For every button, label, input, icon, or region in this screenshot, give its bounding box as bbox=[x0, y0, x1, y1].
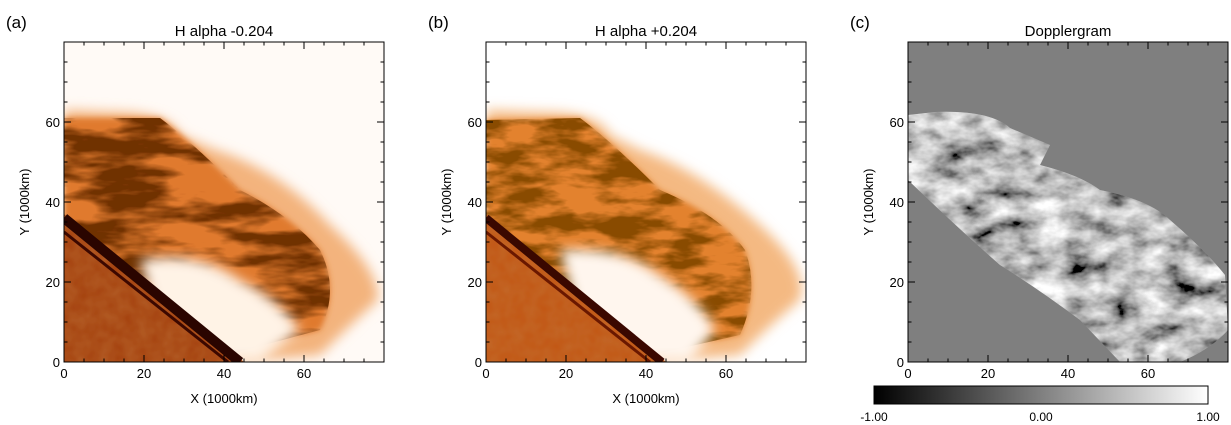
x-tick-label: 20 bbox=[137, 366, 151, 381]
y-tick-label: 0 bbox=[897, 355, 904, 370]
x-tick-label: 0 bbox=[904, 366, 911, 381]
colorbar bbox=[873, 385, 1209, 405]
panel-c-ylabel: Y (1000km) bbox=[861, 169, 876, 236]
y-tick-label: 60 bbox=[46, 115, 60, 130]
axes-layer: 0 20 40 60 0 20 40 60 0 20 40 60 0 20 40 60 0 20 40 60 0 20 40… bbox=[46, 41, 1229, 381]
x-tick-label: 20 bbox=[559, 366, 573, 381]
panel-c-title: Dopplergram bbox=[1025, 23, 1112, 40]
x-tick-label: 20 bbox=[981, 366, 995, 381]
panel-b-letter: (b) bbox=[428, 13, 449, 32]
panel-a-xlabel: X (1000km) bbox=[190, 391, 257, 406]
x-tick-label: 40 bbox=[1061, 366, 1075, 381]
y-tick-label: 60 bbox=[468, 115, 482, 130]
panel-a-ylabel: Y (1000km) bbox=[17, 169, 32, 236]
panel-b-image bbox=[486, 42, 806, 362]
y-tick-label: 0 bbox=[475, 355, 482, 370]
x-tick-label: 0 bbox=[60, 366, 67, 381]
colorbar-label-max: 1.00 bbox=[1196, 410, 1220, 424]
panel-a-image bbox=[64, 42, 384, 362]
y-tick-label: 40 bbox=[890, 195, 904, 210]
colorbar-label-min: -1.00 bbox=[860, 410, 888, 424]
x-tick-label: 60 bbox=[297, 366, 311, 381]
panel-a-title: H alpha -0.204 bbox=[175, 23, 273, 40]
y-tick-label: 40 bbox=[468, 195, 482, 210]
panel-a-letter: (a) bbox=[6, 13, 27, 32]
x-tick-label: 40 bbox=[639, 366, 653, 381]
x-tick-label: 60 bbox=[1141, 366, 1155, 381]
colorbar-label-mid: 0.00 bbox=[1029, 410, 1053, 424]
panel-b-ylabel: Y (1000km) bbox=[439, 169, 454, 236]
y-tick-label: 0 bbox=[53, 355, 60, 370]
panel-c-letter: (c) bbox=[850, 13, 870, 32]
y-tick-label: 20 bbox=[46, 275, 60, 290]
x-tick-label: 40 bbox=[217, 366, 231, 381]
y-tick-label: 20 bbox=[890, 275, 904, 290]
y-tick-label: 60 bbox=[890, 115, 904, 130]
panel-b-xlabel: X (1000km) bbox=[612, 391, 679, 406]
panel-c-image bbox=[908, 42, 1228, 362]
x-tick-label: 60 bbox=[719, 366, 733, 381]
panel-b-title: H alpha +0.204 bbox=[595, 23, 697, 40]
x-tick-label: 0 bbox=[482, 366, 489, 381]
y-tick-label: 20 bbox=[468, 275, 482, 290]
y-tick-label: 40 bbox=[46, 195, 60, 210]
